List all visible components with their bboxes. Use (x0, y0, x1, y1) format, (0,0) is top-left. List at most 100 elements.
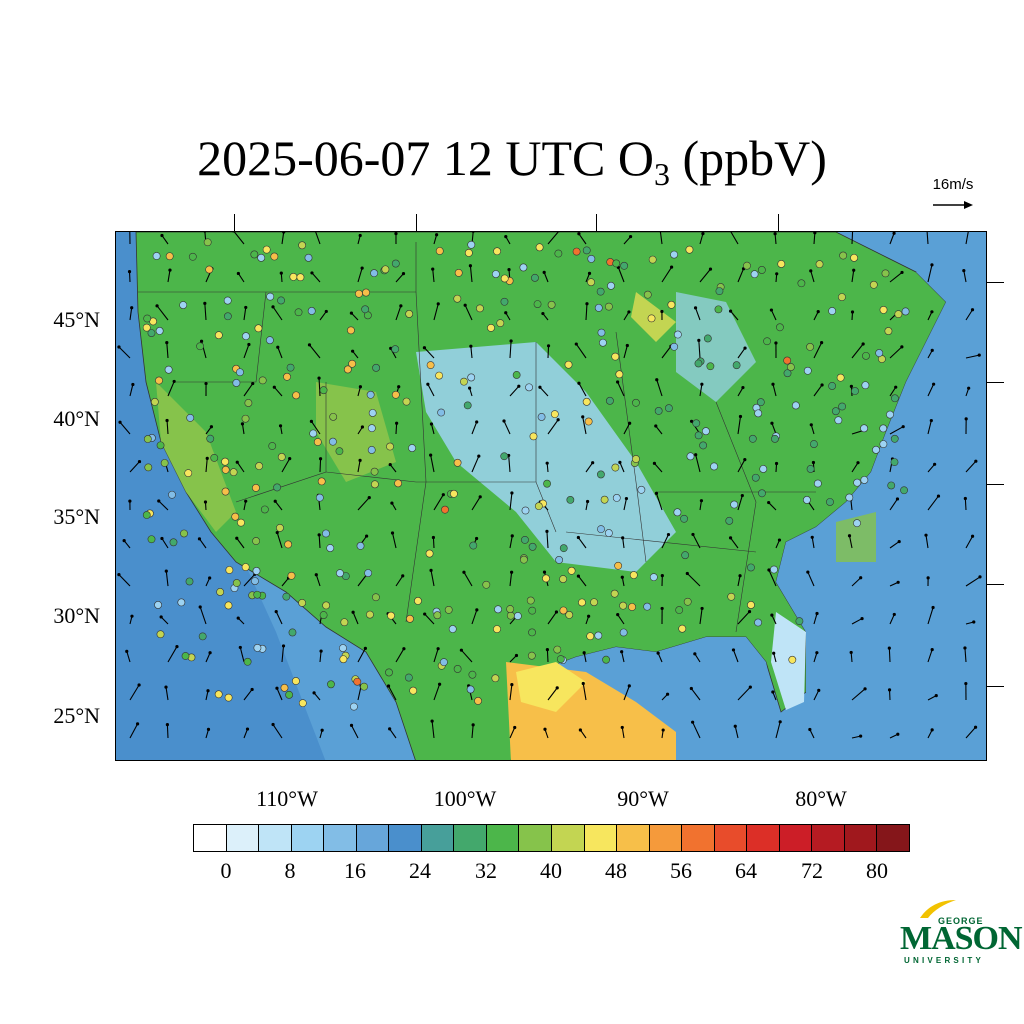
monitor-site (680, 514, 689, 523)
monitor-site (252, 537, 261, 545)
monitor-site (253, 590, 262, 599)
wind-arrow (850, 310, 855, 321)
monitor-site (196, 342, 204, 351)
wind-arrow (809, 423, 815, 435)
colorbar-label: 48 (605, 858, 627, 883)
monitor-site (322, 601, 331, 610)
wind-arrow (813, 611, 819, 625)
monitor-site (803, 496, 811, 504)
monitor-site (875, 349, 884, 357)
monitor-site (491, 270, 500, 278)
monitor-site (615, 370, 624, 379)
wind-arrow (965, 534, 975, 549)
monitor-site (143, 435, 152, 443)
monitor-site (298, 241, 307, 250)
monitor-site (296, 273, 305, 282)
monitor-site (881, 269, 890, 278)
monitor-site (289, 272, 298, 281)
wind-arrow (545, 529, 549, 549)
monitor-site (474, 697, 482, 705)
wind-arrow (887, 688, 892, 701)
wind-arrow (357, 233, 362, 245)
monitor-site (513, 612, 522, 620)
monitor-site (142, 323, 151, 332)
monitor-site (500, 452, 509, 461)
monitor-site (521, 535, 529, 544)
wind-arrow (927, 494, 941, 511)
wind-arrow (581, 415, 587, 435)
monitor-site (604, 302, 613, 311)
colorbar-cell (291, 825, 325, 851)
wind-arrow (809, 269, 815, 283)
monitor-site (776, 323, 784, 332)
monitor-site (747, 601, 755, 609)
wind-arrow (459, 648, 473, 663)
top-tick (416, 214, 417, 231)
monitor-site (590, 598, 598, 607)
wind-arrow (924, 533, 929, 549)
colorbar-cell (324, 825, 357, 851)
high-ozone-texas-coast (516, 662, 586, 712)
wind-arrow (810, 535, 815, 549)
monitor-site (860, 424, 868, 433)
monitor-site (361, 305, 370, 314)
wind-arrow (236, 271, 245, 283)
monitor-site (404, 673, 413, 682)
wind-arrow (693, 652, 701, 663)
wind-arrow (965, 575, 982, 587)
monitor-site (304, 253, 313, 262)
monitor-site (797, 279, 806, 288)
wind-arrow (623, 310, 631, 321)
monitor-site (594, 303, 603, 312)
monitor-site (599, 338, 607, 347)
monitor-site (732, 361, 741, 370)
wind-arrow (964, 681, 968, 701)
lon-label-100w: 100°W (433, 786, 497, 811)
monitor-site (319, 386, 328, 395)
wind-arrow (965, 459, 978, 473)
monitor-site (710, 462, 718, 471)
monitor-site (367, 446, 376, 454)
monitor-site (648, 255, 657, 264)
wind-arrow (620, 725, 625, 739)
monitor-site (469, 541, 478, 550)
monitor-site (328, 437, 337, 446)
wind-arrow (546, 344, 551, 359)
wind-arrow (737, 458, 747, 473)
monitor-site (143, 314, 152, 323)
monitor-site (694, 431, 703, 440)
wind-arrow (395, 647, 406, 663)
monitor-site (542, 574, 550, 583)
wind-arrow (547, 610, 559, 625)
monitor-site (450, 489, 458, 498)
monitor-site (582, 246, 591, 255)
monitor-site (366, 610, 374, 619)
wind-arrow (281, 644, 286, 663)
monitor-site (678, 624, 687, 633)
monitor-site (327, 680, 335, 689)
monitor-site (685, 245, 694, 254)
monitor-site (582, 397, 591, 406)
wind-arrow (243, 305, 248, 321)
wind-arrow (574, 342, 587, 359)
monitor-site (298, 699, 307, 708)
wind-arrow (889, 539, 901, 549)
monitor-site (402, 397, 411, 406)
monitor-site (494, 605, 502, 614)
wind-arrow (577, 381, 587, 397)
wind-arrow (623, 343, 629, 359)
monitor-site (266, 292, 275, 301)
monitor-site (283, 372, 291, 381)
monitor-site (180, 529, 188, 538)
monitor-site (860, 476, 869, 484)
monitor-site (554, 249, 563, 258)
monitor-site (476, 304, 484, 313)
colorbar-label: 40 (540, 858, 562, 883)
wind-arrow (813, 310, 820, 321)
monitor-site (487, 323, 495, 332)
wind-arrow (203, 500, 208, 511)
monitor-site (612, 259, 621, 268)
monitor-site (547, 300, 556, 309)
monitor-site (206, 434, 215, 443)
wind-arrow (965, 353, 981, 359)
